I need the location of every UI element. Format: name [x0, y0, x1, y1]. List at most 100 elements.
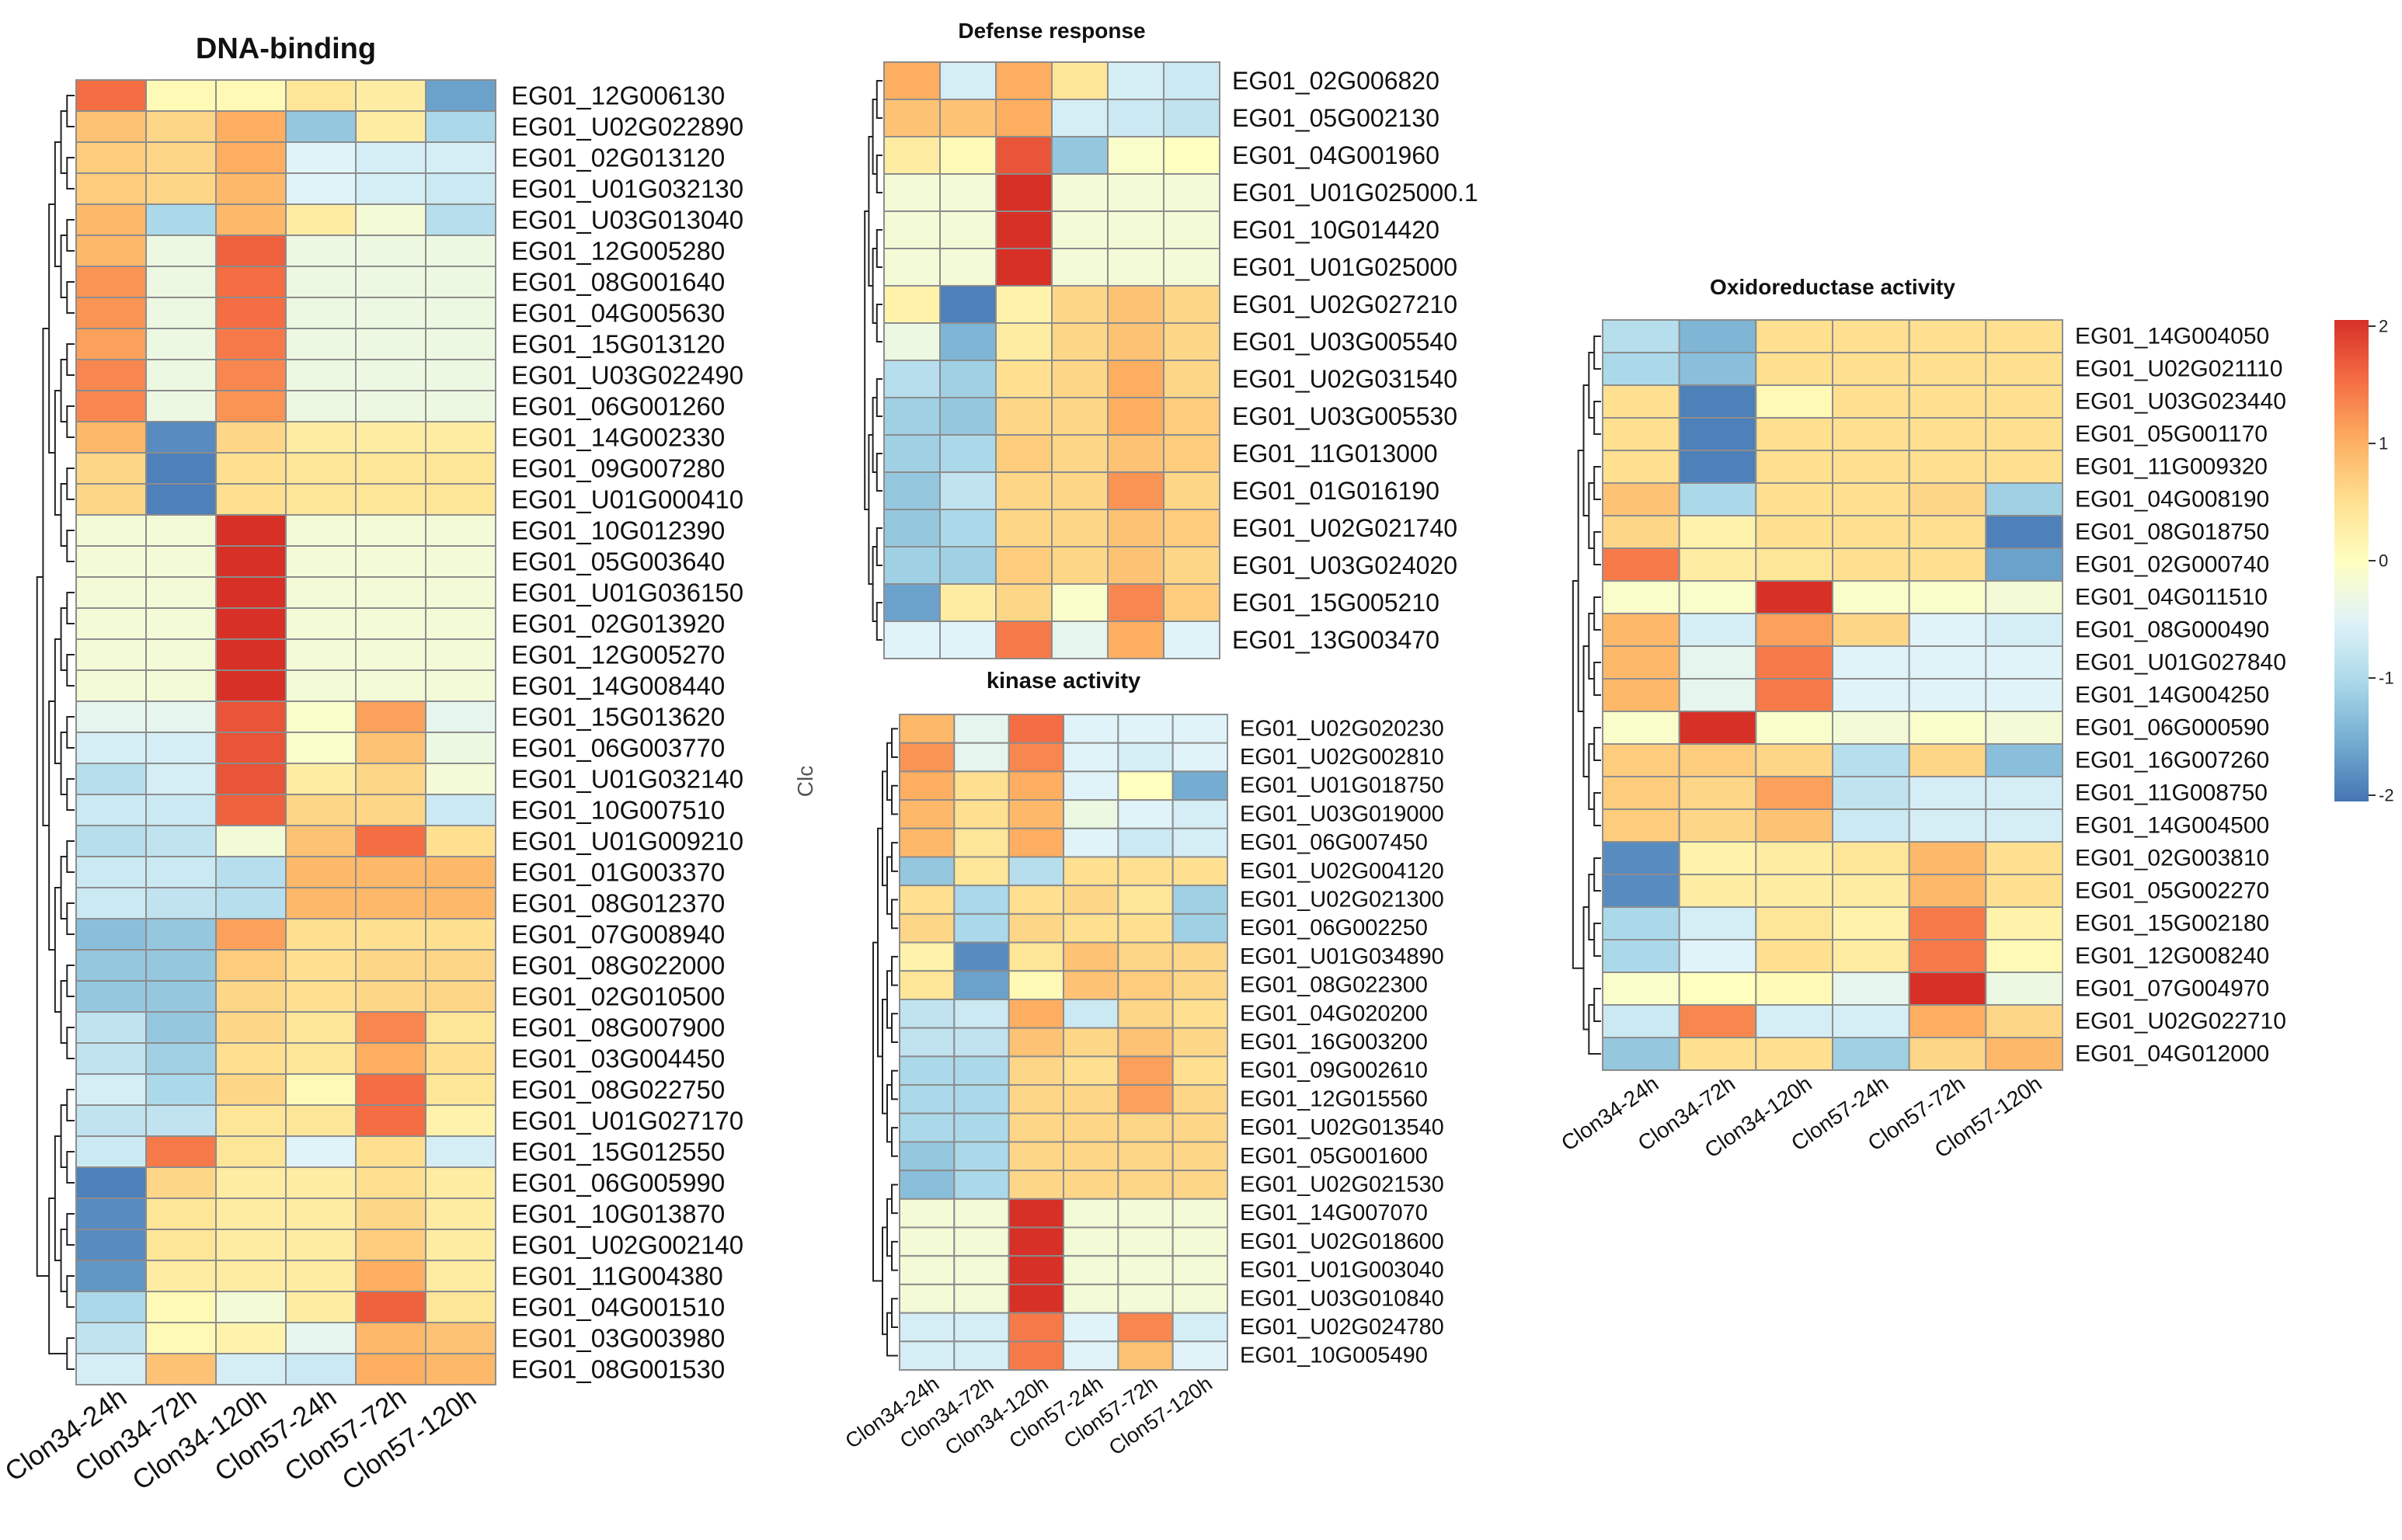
heatmap-cell [1008, 856, 1064, 887]
heatmap-cell [1832, 450, 1910, 484]
heatmap-cell [1678, 417, 1757, 451]
row-label: EG01_10G007510 [511, 796, 725, 825]
row-label: EG01_03G003980 [511, 1324, 725, 1353]
dendrogram-branch [66, 1089, 75, 1121]
heatmap-cell [355, 514, 426, 547]
row-label: EG01_06G003770 [511, 734, 725, 763]
heatmap-cell [75, 576, 147, 609]
dendrogram-branch [66, 902, 75, 935]
heatmap-cell [1602, 450, 1680, 484]
row-label: EG01_U01G000410 [511, 485, 743, 514]
heatmap-cell [215, 794, 287, 826]
heatmap-cell [995, 621, 1053, 659]
heatmap-cell [1755, 613, 1833, 647]
heatmap-cell [355, 856, 426, 888]
heatmap-cell [145, 203, 217, 236]
heatmap-cell [75, 514, 147, 547]
heatmap-cell [1063, 714, 1119, 744]
row-label: EG01_U03G019000 [1240, 801, 1444, 826]
heatmap-cell [953, 1141, 1010, 1172]
heatmap-cell [1985, 841, 2063, 875]
heatmap-cell [995, 136, 1053, 175]
heatmap-cell [953, 827, 1010, 858]
heatmap-cell [1678, 482, 1757, 516]
heatmap-cell [285, 638, 357, 671]
heatmap-cell [425, 110, 496, 143]
defense-response-heatmap: Defense response EG01_02G006820 EG01_05G00… [864, 19, 1478, 659]
heatmap-cell [425, 79, 496, 112]
heatmap-cell [75, 421, 147, 454]
heatmap-cell [145, 763, 217, 795]
heatmap-cell [145, 421, 217, 454]
dendrogram-branch [876, 602, 882, 641]
heatmap-cell [939, 546, 997, 585]
heatmap-cell [1755, 319, 1833, 353]
heatmap-cell [425, 1042, 496, 1075]
heatmap-cell [75, 794, 147, 826]
heatmap-cell [1163, 621, 1220, 659]
heatmap-cell [75, 1260, 147, 1292]
dendrogram-branch [66, 778, 75, 811]
heatmap-cell [939, 136, 997, 175]
heatmap-cell [1678, 548, 1757, 582]
heatmap-cell [285, 483, 357, 516]
row-label: EG01_07G008940 [511, 920, 725, 949]
dendrogram-branch [891, 842, 898, 872]
heatmap-cell [1171, 1027, 1228, 1058]
heatmap-cell [215, 1104, 287, 1137]
heatmap-cell [145, 1073, 217, 1106]
heatmap-cell [1008, 1084, 1064, 1114]
heatmap-cell [1678, 808, 1757, 843]
heatmap-cell [995, 583, 1053, 622]
heatmap-cell [145, 825, 217, 857]
dendrogram-branch [60, 110, 68, 174]
heatmap-cell [145, 576, 217, 609]
heatmap-cell [1832, 841, 1910, 875]
heatmap-cell [1908, 645, 1987, 680]
heatmap-cell [285, 514, 357, 547]
heatmap-cell [1117, 998, 1174, 1029]
heatmap-cell [1063, 1055, 1119, 1086]
heatmap-cell [1832, 645, 1910, 680]
heatmap-cell [145, 452, 217, 485]
heatmap-cell [1117, 799, 1174, 829]
heatmap-cell [285, 359, 357, 391]
heatmap-cell [1171, 1170, 1228, 1200]
heatmap-cell [899, 1055, 956, 1086]
heatmap-cell [1107, 471, 1164, 510]
heatmap-cell [1985, 384, 2063, 419]
heatmap-cell [355, 669, 426, 702]
dendrogram-branch [66, 405, 75, 438]
heatmap-cell [75, 266, 147, 298]
heatmap-cell [215, 1166, 287, 1199]
heatmap-cell [215, 980, 287, 1013]
dendrogram-branch [891, 1127, 898, 1157]
heatmap-cell [1008, 770, 1064, 801]
heatmap-cell [1117, 1255, 1174, 1285]
row-label: EG01_U03G023440 [2075, 389, 2286, 415]
heatmap-cell [425, 1322, 496, 1354]
heatmap-cell [1678, 1004, 1757, 1038]
heatmap-cell [145, 1322, 217, 1354]
heatmap-cell [1051, 360, 1109, 398]
row-label: EG01_06G005990 [511, 1169, 725, 1198]
row-label: EG01_01G003370 [511, 858, 725, 887]
heatmap-cell [1117, 1226, 1174, 1257]
heatmap-cell [215, 576, 287, 609]
heatmap-cell [883, 285, 941, 324]
heatmap-cell [1051, 621, 1109, 659]
row-label: EG01_06G001260 [511, 392, 725, 421]
heatmap-cell [425, 266, 496, 298]
heatmap-cell [285, 732, 357, 764]
dendrogram-branch [864, 210, 869, 510]
heatmap-cell [425, 732, 496, 764]
heatmap-cell [1063, 1027, 1119, 1058]
heatmap-cell [953, 1283, 1010, 1314]
heatmap-cell [215, 1198, 287, 1230]
heatmap-cell [899, 1312, 956, 1343]
heatmap-cell [215, 1073, 287, 1106]
heatmap-cell [1063, 1283, 1119, 1314]
heatmap-cell [1908, 482, 1987, 516]
heatmap-cell [425, 887, 496, 919]
heatmap-cell [75, 1011, 147, 1044]
